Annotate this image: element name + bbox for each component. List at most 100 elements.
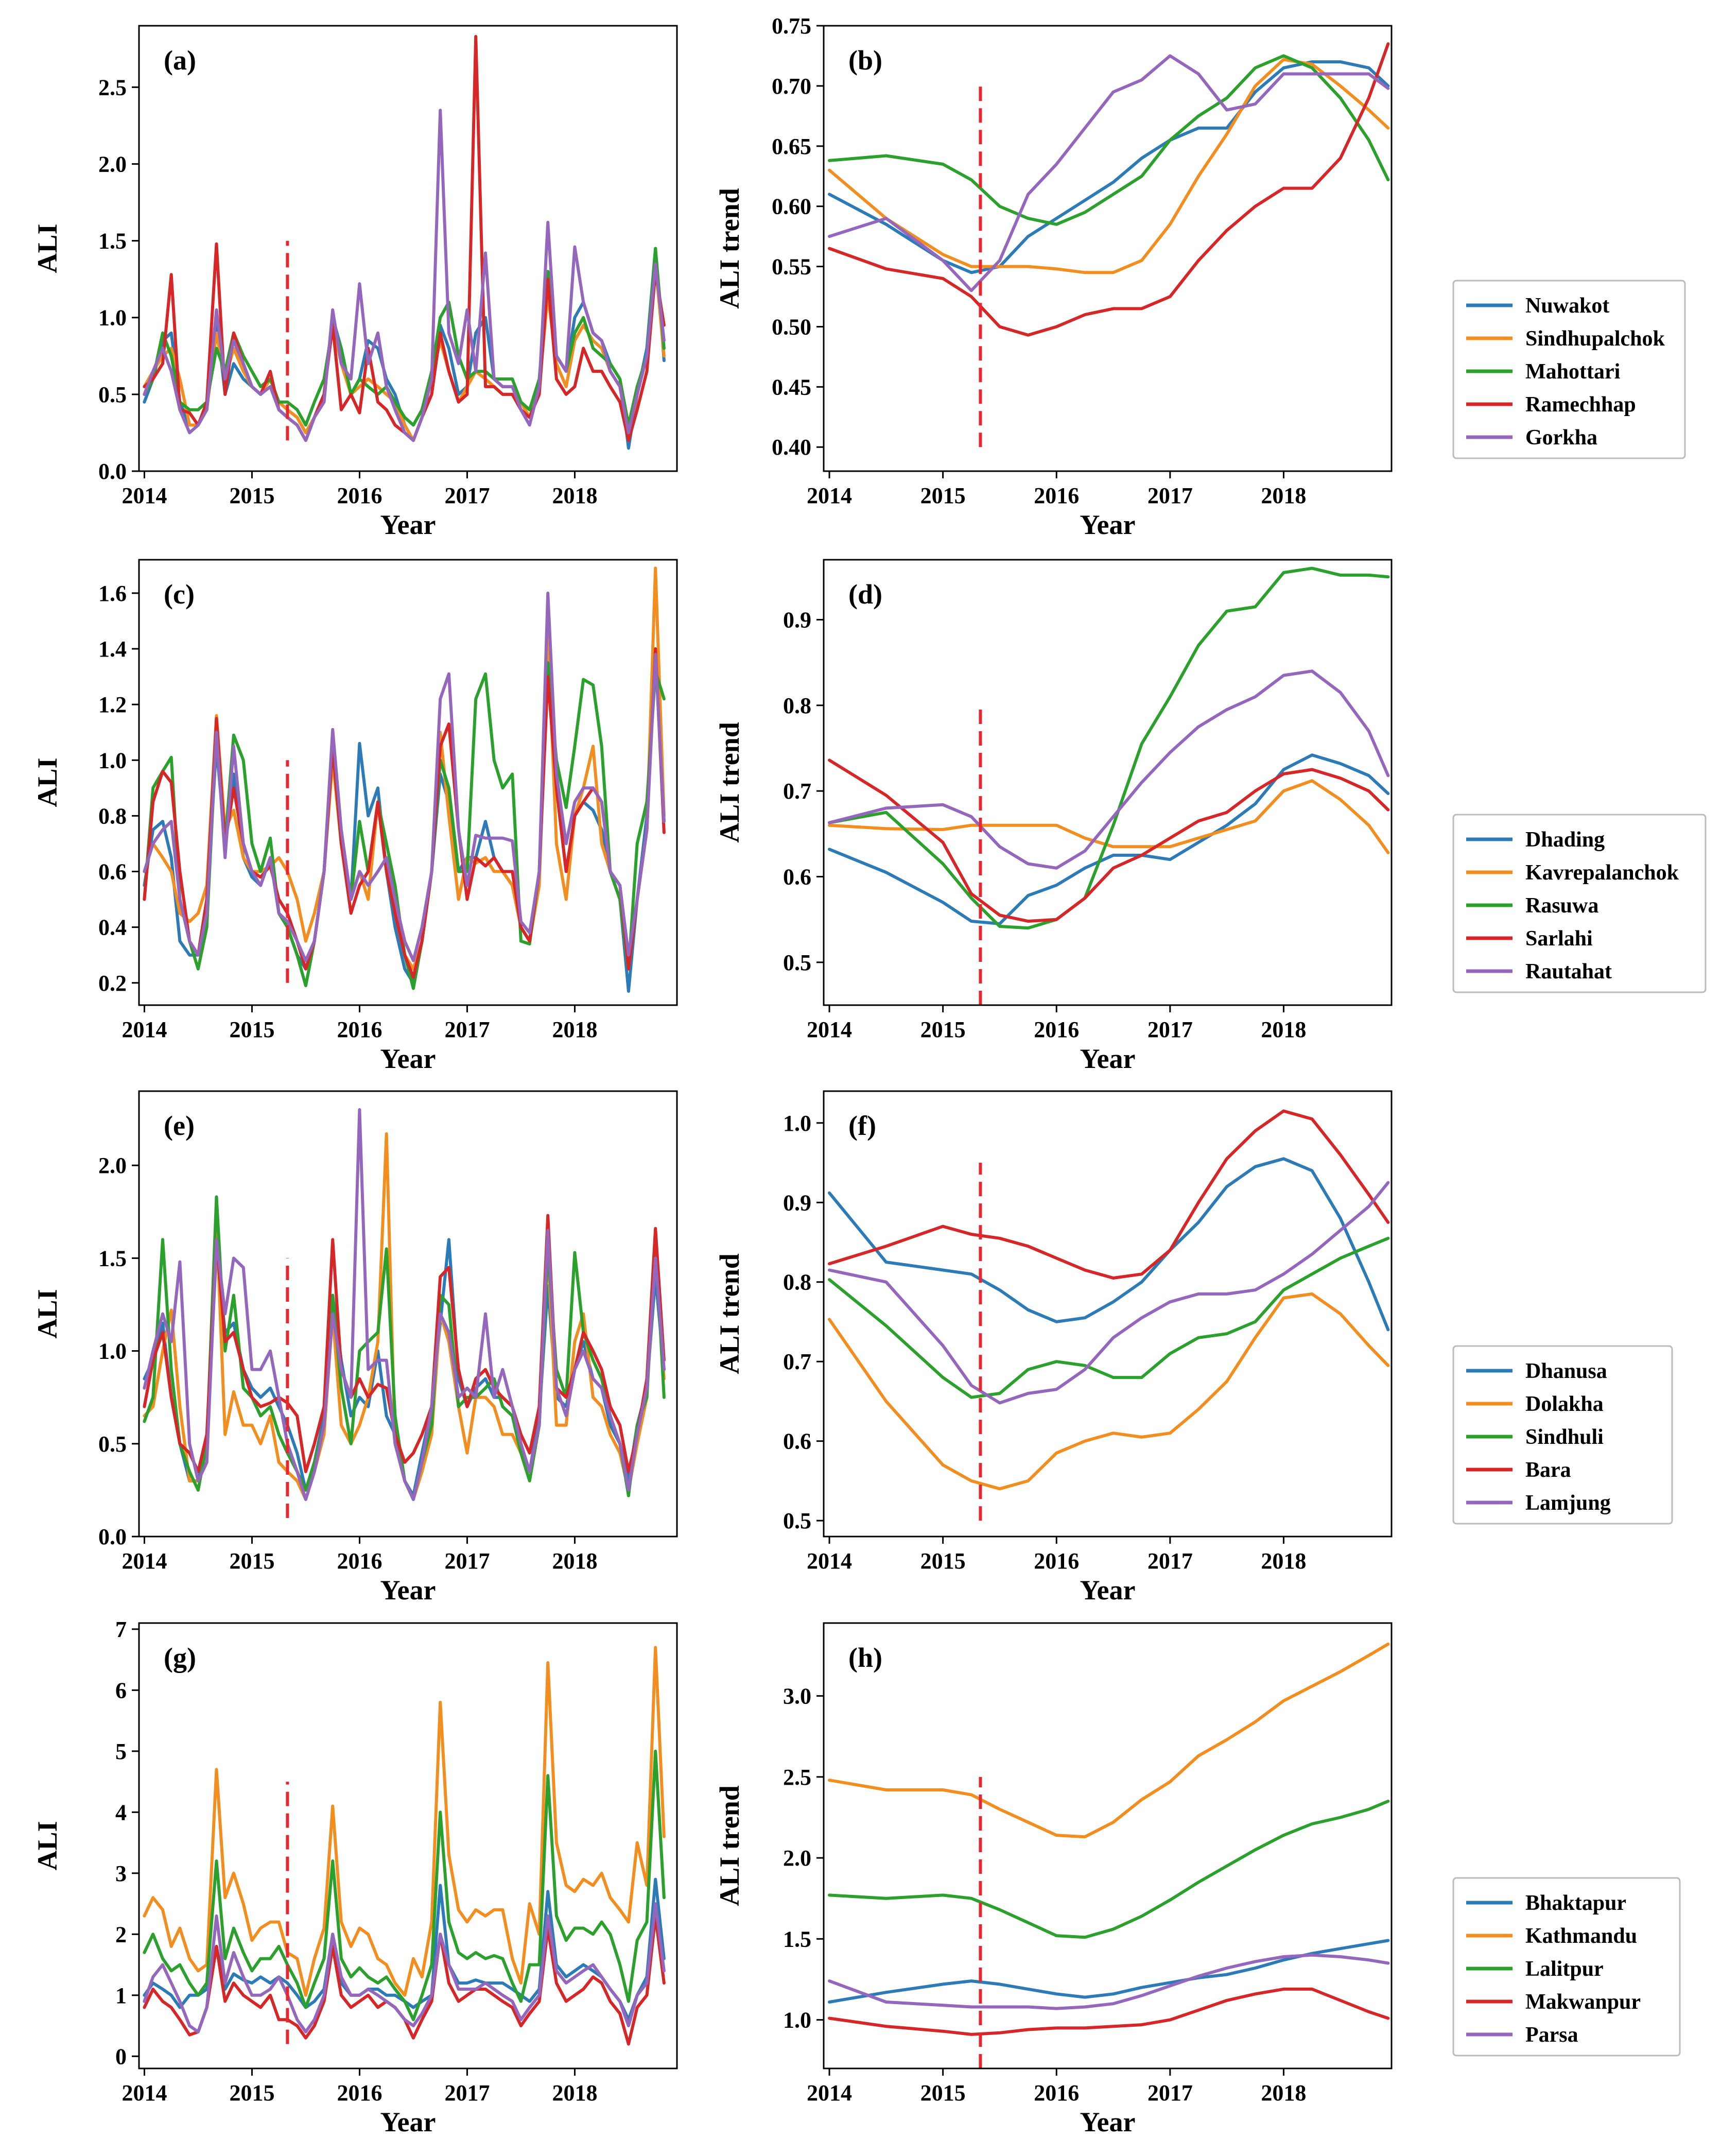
series-line-kavrepalanchok [828,779,1390,854]
x-axis-title: Year [380,1575,436,1606]
x-tick-label: 2014 [807,2080,852,2106]
plot-frame [138,1090,678,1538]
legend-4: Bhaktapur Kathmandu Lalitpur Makwanpur Parsa [1452,1877,1681,2057]
series-line-kavrepalanchok [143,566,666,971]
series-line-rautahat [143,591,666,962]
legend-label: Nuwakot [1525,294,1609,318]
y-tick-label: 4 [115,1800,127,1825]
x-tick-label: 2014 [807,1548,852,1574]
y-tick-label: 0.7 [783,1349,811,1374]
x-axis-title: Year [380,1043,436,1074]
legend-label: Dolakha [1525,1392,1604,1416]
series-line-sindhupalchok [828,58,1390,274]
y-tick-label: 0.5 [98,1431,127,1457]
series-line-parsa [143,1902,666,2033]
y-tick-label: 2.5 [783,1765,811,1790]
series-line-sarlahi [828,758,1390,923]
y-axis-title: ALI trend [714,722,745,843]
legend-label: Gorkha [1525,426,1597,450]
legend-label: Sindhupalchok [1525,327,1665,351]
panel-a: 2014 2015 2016 2017 2018 0.0 0.5 1.0 1.5 2.0 2.5 Ye… [32,25,678,540]
x-axis-title: Year [1080,1043,1136,1074]
x-tick-label: 2018 [552,483,597,508]
y-tick-label: 7 [115,1617,127,1642]
y-axis-title: ALI trend [714,1785,745,1906]
x-tick-label: 2015 [229,483,274,508]
legend-label: Rautahat [1525,960,1612,984]
y-tick-label: 1.0 [783,1111,811,1136]
panel-d: 2014 2015 2016 2017 2018 0.5 0.6 0.7 0.8 0.9 Year A… [714,559,1393,1074]
y-tick-label: 1.0 [783,2008,811,2033]
x-tick-label: 2016 [1034,2080,1079,2106]
panel-label: (g) [164,1642,196,1673]
panel-label: (b) [848,45,882,76]
legend-box [1452,814,1707,993]
x-tick-label: 2017 [444,1548,490,1574]
panel-g: 2014 2015 2016 2017 2018 0 1 2 3 4 5 6 7 Year ALI (g) [32,1617,678,2137]
y-tick-label: 0.45 [772,374,811,400]
y-tick-label: 1.0 [98,1339,127,1364]
plot-frame [823,1090,1393,1538]
panel-label: (f) [848,1110,876,1141]
panel-label: (e) [164,1110,195,1141]
legend-2: Dhading Kavrepalanchok Rasuwa Sarlahi Rautah… [1452,814,1707,993]
panel-label: (h) [848,1642,882,1673]
x-tick-label: 2014 [807,1017,852,1042]
x-tick-label: 2014 [121,1548,167,1574]
y-tick-label: 0.5 [98,382,127,407]
y-tick-label: 0.8 [783,1270,811,1295]
series-line-rasuwa [828,566,1390,930]
x-tick-label: 2016 [337,2080,382,2106]
x-tick-label: 2018 [1261,1017,1306,1042]
x-axis-title: Year [1080,509,1136,540]
plot-frame [138,25,678,472]
x-tick-label: 2014 [807,483,852,508]
y-tick-label: 0.6 [783,864,811,889]
legend-1: Nuwakot Sindhupalchok Mahottari Ramechhap Go… [1452,280,1686,459]
x-tick-label: 2015 [920,1017,966,1042]
plot-frame [823,1622,1393,2069]
series-line-bhaktapur [828,1939,1390,2004]
plot-frame [823,25,1393,472]
y-tick-label: 0.0 [98,1524,127,1549]
x-tick-label: 2016 [337,483,382,508]
x-tick-label: 2018 [552,1017,597,1042]
series-line-dolakha [828,1292,1390,1491]
panel-label: (d) [848,579,882,610]
legend-label: Rasuwa [1525,894,1598,918]
y-tick-label: 5 [115,1739,127,1764]
x-tick-label: 2016 [337,1017,382,1042]
legend-label: Bhaktapur [1525,1891,1626,1915]
series-line-parsa [828,1953,1390,2010]
y-tick-label: 1.5 [98,1246,127,1271]
x-tick-label: 2018 [1261,483,1306,508]
y-tick-label: 0.55 [772,254,811,280]
y-tick-label: 0.5 [783,950,811,975]
x-tick-label: 2016 [1034,483,1079,508]
legend-box [1452,280,1686,459]
x-tick-label: 2014 [121,1017,167,1042]
y-axis-title: ALI trend [714,1253,745,1374]
series-line-bara [143,1214,666,1473]
x-tick-label: 2017 [1148,2080,1193,2106]
series-line-sindhuli [828,1236,1390,1399]
y-tick-label: 0.6 [98,859,127,885]
y-tick-label: 3 [115,1861,127,1886]
series-line-sarlahi [143,647,666,979]
series-line-gorkha [143,109,666,442]
y-axis-title: ALI trend [714,188,745,309]
x-tick-label: 2017 [1148,1548,1193,1574]
series-line-gorkha [828,54,1390,292]
x-tick-label: 2017 [444,1017,490,1042]
y-tick-label: 3.0 [783,1684,811,1709]
plot-frame [823,559,1393,1006]
x-tick-label: 2015 [229,1548,274,1574]
y-tick-label: 0.6 [783,1429,811,1454]
series-line-kathmandu [828,1642,1390,1839]
panel-c: 2014 2015 2016 2017 2018 0.2 0.4 0.6 0.8 1.0 1.2 1.… [32,559,678,1074]
legend-box [1452,1877,1681,2057]
series-line-dhanusa [828,1157,1390,1332]
series-line-kathmandu [143,1646,666,1997]
series-line-rautahat [828,669,1390,870]
